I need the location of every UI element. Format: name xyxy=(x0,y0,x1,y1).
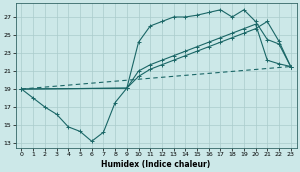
X-axis label: Humidex (Indice chaleur): Humidex (Indice chaleur) xyxy=(101,159,211,169)
